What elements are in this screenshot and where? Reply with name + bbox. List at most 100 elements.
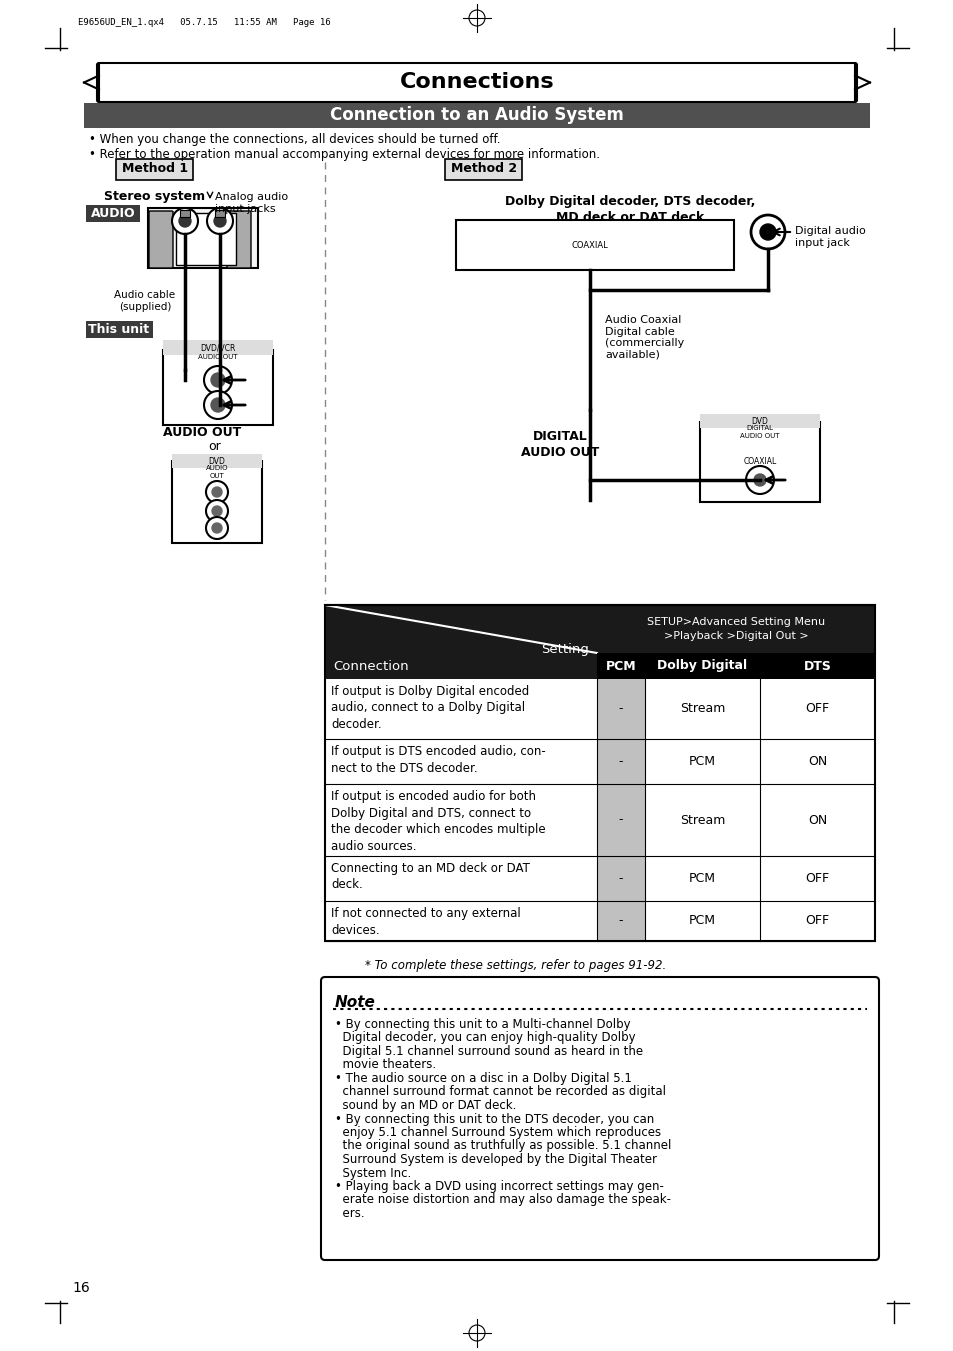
FancyBboxPatch shape bbox=[445, 158, 522, 180]
Circle shape bbox=[206, 481, 228, 503]
Text: DVD: DVD bbox=[751, 417, 767, 427]
Bar bbox=[597, 680, 644, 739]
Text: AUDIO OUT: AUDIO OUT bbox=[198, 354, 237, 359]
Text: COAXIAL: COAXIAL bbox=[571, 240, 608, 250]
Bar bbox=[163, 340, 273, 355]
Bar bbox=[84, 103, 869, 128]
Bar bbox=[325, 784, 874, 857]
Circle shape bbox=[760, 224, 775, 240]
Text: movie theaters.: movie theaters. bbox=[335, 1058, 436, 1071]
Bar bbox=[180, 209, 190, 218]
Text: Audio cable
(supplied): Audio cable (supplied) bbox=[114, 290, 175, 312]
Text: If output is encoded audio for both
Dolby Digital and DTS, connect to
the decode: If output is encoded audio for both Dolb… bbox=[331, 790, 545, 852]
Bar bbox=[172, 461, 262, 543]
Text: AUDIO: AUDIO bbox=[91, 207, 135, 220]
Text: If output is Dolby Digital encoded
audio, connect to a Dolby Digital
decoder.: If output is Dolby Digital encoded audio… bbox=[331, 685, 529, 731]
Circle shape bbox=[206, 500, 228, 521]
Text: OFF: OFF bbox=[804, 915, 829, 928]
Text: ON: ON bbox=[807, 813, 826, 827]
Text: SETUP>Advanced Setting Menu
>Playback >Digital Out >: SETUP>Advanced Setting Menu >Playback >D… bbox=[646, 617, 824, 640]
Text: AUDIO
OUT: AUDIO OUT bbox=[206, 466, 228, 478]
Text: • The audio source on a disc in a Dolby Digital 5.1: • The audio source on a disc in a Dolby … bbox=[335, 1071, 631, 1085]
Text: • Playing back a DVD using incorrect settings may gen-: • Playing back a DVD using incorrect set… bbox=[335, 1179, 663, 1193]
Text: Connection: Connection bbox=[333, 659, 408, 673]
Text: 16: 16 bbox=[71, 1281, 90, 1296]
Text: -: - bbox=[618, 813, 622, 827]
Text: E9656UD_EN_1.qx4   05.7.15   11:55 AM   Page 16: E9656UD_EN_1.qx4 05.7.15 11:55 AM Page 1… bbox=[78, 18, 331, 27]
Text: Stereo system: Stereo system bbox=[104, 190, 205, 203]
FancyBboxPatch shape bbox=[320, 977, 878, 1260]
Bar bbox=[325, 857, 874, 901]
Text: System Inc.: System Inc. bbox=[335, 1166, 411, 1179]
Text: • When you change the connections, all devices should be turned off.: • When you change the connections, all d… bbox=[89, 132, 500, 146]
Text: • By connecting this unit to a Multi-channel Dolby: • By connecting this unit to a Multi-cha… bbox=[335, 1019, 630, 1031]
Circle shape bbox=[179, 215, 191, 227]
Text: This unit: This unit bbox=[89, 323, 150, 336]
Text: • Refer to the operation manual accompanying external devices for more informati: • Refer to the operation manual accompan… bbox=[89, 149, 599, 161]
Text: Connecting to an MD deck or DAT
deck.: Connecting to an MD deck or DAT deck. bbox=[331, 862, 529, 892]
Text: OFF: OFF bbox=[804, 871, 829, 885]
Text: Setting: Setting bbox=[540, 643, 588, 657]
Text: Connections: Connections bbox=[399, 73, 554, 92]
Text: Stream: Stream bbox=[679, 813, 724, 827]
Text: Digital audio
input jack: Digital audio input jack bbox=[794, 226, 864, 247]
Text: DTS: DTS bbox=[802, 659, 831, 673]
Text: OFF: OFF bbox=[804, 703, 829, 716]
Bar bbox=[325, 605, 874, 653]
Text: DVD: DVD bbox=[209, 458, 225, 466]
Circle shape bbox=[745, 466, 773, 494]
Bar bbox=[597, 739, 644, 784]
Bar bbox=[163, 350, 273, 426]
Circle shape bbox=[206, 517, 228, 539]
Text: Method 2: Method 2 bbox=[451, 162, 517, 176]
Bar bbox=[325, 739, 874, 784]
Text: or: or bbox=[209, 440, 221, 454]
Text: AUDIO OUT: AUDIO OUT bbox=[163, 426, 241, 439]
Text: Analog audio
input jacks: Analog audio input jacks bbox=[214, 192, 288, 213]
Text: PCM: PCM bbox=[605, 659, 636, 673]
Text: Stream: Stream bbox=[679, 703, 724, 716]
FancyBboxPatch shape bbox=[149, 211, 172, 267]
Text: sound by an MD or DAT deck.: sound by an MD or DAT deck. bbox=[335, 1098, 516, 1112]
Text: -: - bbox=[618, 915, 622, 928]
Text: channel surround format cannot be recorded as digital: channel surround format cannot be record… bbox=[335, 1085, 665, 1098]
FancyBboxPatch shape bbox=[116, 158, 193, 180]
Text: ers.: ers. bbox=[335, 1206, 364, 1220]
Circle shape bbox=[204, 390, 232, 419]
Text: DIGITAL
AUDIO OUT: DIGITAL AUDIO OUT bbox=[520, 430, 598, 459]
Bar bbox=[325, 653, 597, 680]
FancyBboxPatch shape bbox=[97, 63, 856, 101]
Bar bbox=[700, 422, 820, 503]
Text: PCM: PCM bbox=[688, 915, 716, 928]
Circle shape bbox=[207, 208, 233, 234]
Text: Audio Coaxial
Digital cable
(commercially
available): Audio Coaxial Digital cable (commerciall… bbox=[604, 315, 683, 359]
Text: If not connected to any external
devices.: If not connected to any external devices… bbox=[331, 907, 520, 936]
Bar bbox=[644, 653, 760, 680]
Circle shape bbox=[753, 474, 765, 486]
Text: erate noise distortion and may also damage the speak-: erate noise distortion and may also dama… bbox=[335, 1193, 670, 1206]
Bar bbox=[86, 205, 140, 222]
Bar bbox=[597, 857, 644, 901]
Circle shape bbox=[212, 523, 222, 534]
Text: DVD/VCR: DVD/VCR bbox=[200, 343, 235, 353]
Text: Dolby Digital: Dolby Digital bbox=[657, 659, 747, 673]
Text: ON: ON bbox=[807, 755, 826, 767]
Text: DIGITAL
AUDIO OUT: DIGITAL AUDIO OUT bbox=[740, 426, 779, 439]
Circle shape bbox=[750, 215, 784, 249]
Circle shape bbox=[212, 486, 222, 497]
Bar bbox=[456, 220, 733, 270]
Circle shape bbox=[204, 366, 232, 394]
Bar bbox=[86, 322, 152, 338]
Bar bbox=[325, 605, 874, 942]
Text: enjoy 5.1 channel Surround System which reproduces: enjoy 5.1 channel Surround System which … bbox=[335, 1125, 660, 1139]
Circle shape bbox=[213, 215, 226, 227]
Bar bbox=[597, 653, 644, 680]
Text: Connection to an Audio System: Connection to an Audio System bbox=[330, 107, 623, 124]
Text: PCM: PCM bbox=[688, 871, 716, 885]
Text: -: - bbox=[618, 755, 622, 767]
Text: PCM: PCM bbox=[688, 755, 716, 767]
Text: Note: Note bbox=[335, 994, 375, 1011]
Text: -: - bbox=[618, 871, 622, 885]
Text: the original sound as truthfully as possible. 5.1 channel: the original sound as truthfully as poss… bbox=[335, 1139, 671, 1152]
Circle shape bbox=[211, 399, 225, 412]
